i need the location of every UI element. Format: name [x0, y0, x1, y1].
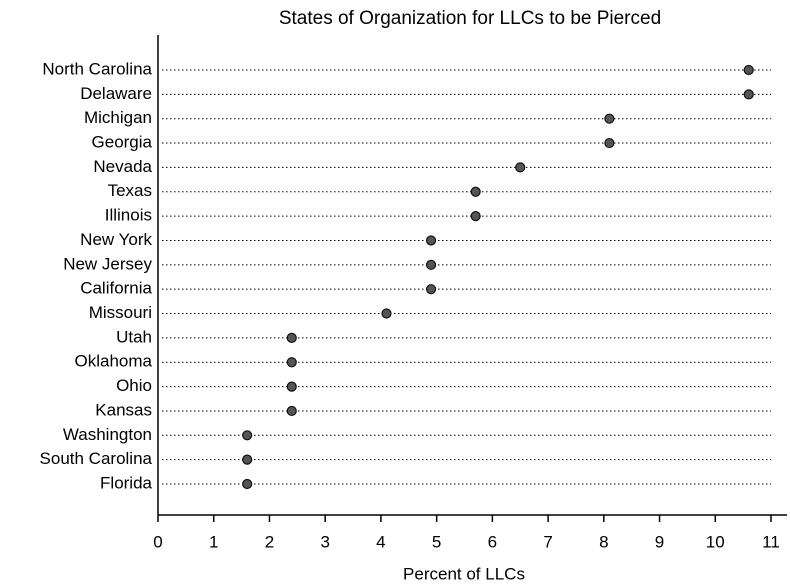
y-tick-label: Michigan [84, 108, 152, 127]
x-tick-label: 9 [655, 532, 664, 551]
x-tick-label: 7 [543, 532, 552, 551]
y-tick-label: Florida [100, 473, 153, 492]
x-tick-label: 6 [488, 532, 497, 551]
x-tick-label: 8 [599, 532, 608, 551]
dot [743, 64, 754, 76]
dot [286, 357, 297, 368]
dot [604, 137, 615, 149]
y-tick-label: Delaware [80, 84, 152, 103]
y-tick-label: New Jersey [63, 254, 152, 273]
x-tick-label: 1 [209, 532, 218, 551]
dot [470, 211, 481, 222]
y-tick-label: Georgia [92, 133, 153, 152]
dot [425, 259, 437, 270]
x-tick-label: 3 [320, 532, 329, 551]
x-tick-label: 5 [432, 532, 441, 551]
y-tick-label: Utah [116, 327, 152, 346]
y-tick-label: Oklahoma [75, 352, 153, 371]
y-tick-label: California [80, 279, 152, 298]
dot [242, 478, 253, 490]
dot [286, 332, 297, 343]
dot [425, 235, 437, 246]
x-tick-label: 4 [376, 532, 385, 551]
y-tick-label: Missouri [89, 303, 152, 322]
x-tick-label: 10 [706, 532, 725, 551]
y-tick-label: Kansas [95, 400, 152, 419]
y-tick-label: Illinois [105, 206, 152, 225]
x-tick-label: 0 [153, 532, 162, 551]
y-tick-label: Ohio [116, 376, 152, 395]
dot [381, 308, 392, 319]
dot [242, 454, 253, 465]
dot [286, 381, 297, 392]
dot [515, 162, 526, 173]
dot [470, 186, 481, 197]
y-tick-label: Texas [108, 181, 152, 200]
dot [604, 113, 615, 124]
x-axis-label: Percent of LLCs [403, 564, 525, 583]
y-tick-label: Washington [63, 425, 152, 444]
chart-title: States of Organization for LLCs to be Pi… [279, 8, 661, 29]
y-tick-label: South Carolina [40, 449, 153, 468]
x-tick-label: 2 [265, 532, 274, 551]
x-tick-label: 11 [762, 532, 780, 551]
dot [425, 284, 437, 295]
y-tick-label: Nevada [93, 157, 152, 176]
dot [242, 430, 253, 441]
dot [743, 89, 754, 100]
y-tick-label: North Carolina [42, 59, 152, 78]
dot [286, 405, 297, 417]
y-tick-label: New York [80, 230, 152, 249]
